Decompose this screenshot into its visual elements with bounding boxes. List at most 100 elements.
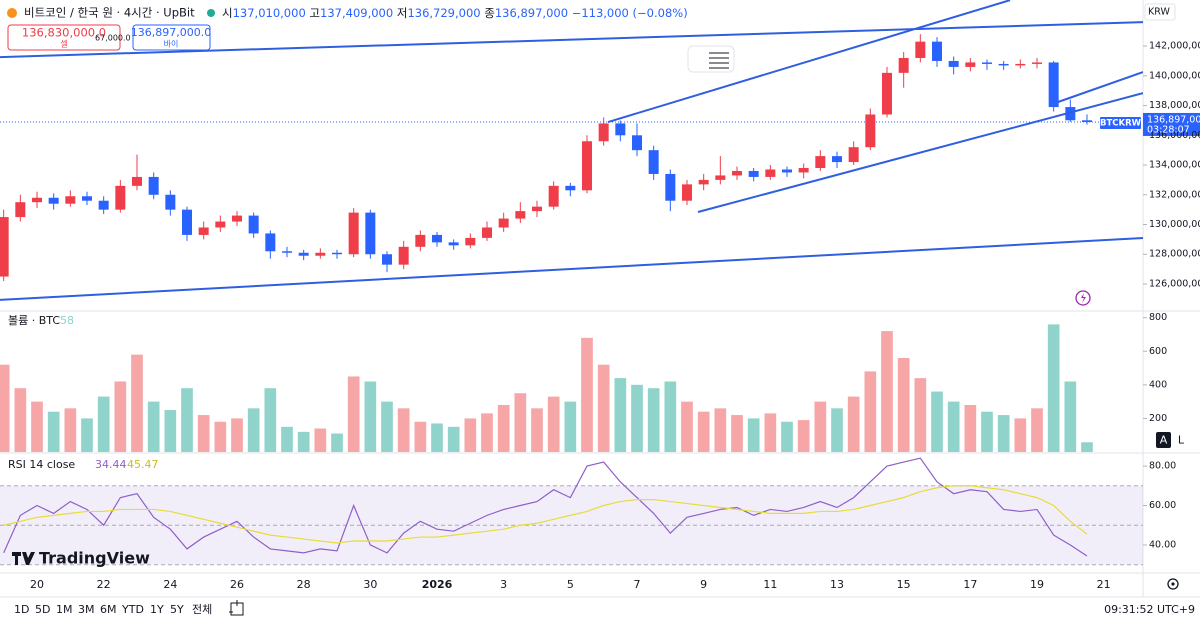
volume-bar [514, 393, 527, 452]
volume-bar [431, 423, 443, 452]
y-tick-label: 600 [1149, 346, 1167, 357]
settings-glyph [1171, 582, 1175, 586]
currency: KRW [1148, 7, 1170, 18]
candle-body [1032, 62, 1042, 64]
symbol-title: 비트코인 / 한국 원 · 4시간 · UpBit [24, 6, 195, 20]
candle-body [365, 212, 376, 255]
x-tick-label: 3 [500, 578, 507, 591]
volume-bar [881, 331, 893, 452]
buy-button[interactable] [132, 24, 211, 51]
candle-body [665, 173, 676, 201]
currency-box[interactable] [1144, 3, 1176, 21]
range-button[interactable]: YTD [121, 603, 144, 616]
volume-bar [914, 378, 927, 452]
candle-body [798, 168, 809, 173]
candle-body [682, 184, 692, 201]
y-tick-label: 142,000,000 [1149, 41, 1200, 52]
buy-price: 136,897,000.0 [131, 26, 211, 39]
candle-body [32, 197, 42, 203]
trendline [0, 21, 1143, 59]
candle-body [598, 123, 609, 142]
candle-body [465, 237, 476, 246]
volume-bar [147, 401, 160, 452]
range-button[interactable]: 전체 [192, 603, 212, 616]
sell-label: 셀 [60, 39, 67, 49]
candle-body [765, 169, 776, 177]
volume-bar [997, 415, 1010, 452]
range-button[interactable]: 5Y [170, 603, 184, 616]
log-scale-label[interactable]: L [1178, 434, 1185, 447]
volume-bar [897, 357, 910, 452]
volume-bar [964, 404, 977, 452]
y-tick-label: 140,000,000 [1149, 70, 1200, 81]
volume-bar [314, 428, 327, 452]
auto-scale-button[interactable] [1156, 432, 1171, 448]
candle-body [548, 185, 559, 207]
x-tick-label: 24 [163, 578, 177, 591]
candle-body [448, 242, 459, 246]
candle-body [232, 215, 242, 222]
range-button[interactable]: 3M [78, 603, 95, 616]
candle-body [898, 57, 909, 73]
volume-bar [781, 421, 793, 452]
y-tick-label: 132,000,000 [1149, 189, 1200, 200]
alert-icon[interactable] [1075, 290, 1091, 306]
last-price-label: 136,897,000 [1147, 114, 1200, 125]
candle-body [248, 215, 259, 234]
candle-body [748, 170, 759, 177]
volume-bar [164, 410, 177, 452]
spread: 67,000.0 [95, 34, 131, 43]
candle-body [998, 63, 1009, 66]
volume-bar [181, 388, 193, 452]
range-button[interactable]: 5D [35, 603, 50, 616]
volume-bar [97, 396, 110, 452]
volume-bar [531, 408, 543, 452]
volume-bar [731, 415, 743, 452]
x-tick-label: 9 [700, 578, 707, 591]
y-tick-label: 128,000,000 [1149, 249, 1200, 260]
volume-bar [947, 401, 960, 452]
x-tick-label: 2026 [422, 578, 453, 591]
candle-body [115, 185, 126, 210]
ohlc-value: 136,897,000 [495, 6, 568, 20]
volume-bar [231, 418, 243, 452]
volume-bar [397, 408, 410, 452]
rsi-legend-value: 45.47 [127, 458, 159, 471]
date-range-icon[interactable] [229, 600, 244, 616]
volume-bar [681, 401, 693, 452]
x-tick-label: 22 [97, 578, 111, 591]
volume-bar [747, 418, 760, 452]
volume-bar [564, 401, 577, 452]
volume-bar [347, 376, 360, 452]
rsi-title: RSI 14 close [8, 458, 75, 471]
volume-bar [1014, 418, 1027, 452]
auto-scale-label: A [1160, 434, 1168, 447]
volume-bar [1047, 324, 1060, 452]
candle-body [532, 206, 542, 212]
candle-body [215, 221, 226, 228]
settings-icon[interactable] [1167, 578, 1179, 590]
range-button[interactable]: 1D [14, 603, 29, 616]
candle-body [615, 123, 626, 136]
candle-body [815, 156, 826, 169]
x-tick-label: 13 [830, 578, 844, 591]
candle-body [882, 72, 892, 115]
volume-bar [664, 381, 677, 452]
candle-body [0, 217, 9, 277]
volume-bar [647, 388, 660, 452]
range-button[interactable]: 1M [56, 603, 73, 616]
candle-body [198, 227, 209, 235]
ohlc-label: 고 [309, 6, 320, 20]
range-button[interactable]: 6M [100, 603, 117, 616]
ohlc-legend: 시137,010,000 고137,409,000 저136,729,000 종… [222, 6, 688, 20]
y-tick-label: 400 [1149, 379, 1167, 390]
logo: TradingView [39, 549, 150, 568]
sell-button[interactable] [7, 24, 121, 51]
candle-body [865, 114, 876, 148]
candle-body [132, 176, 142, 186]
trendline [1057, 71, 1143, 103]
range-button[interactable]: 1Y [150, 603, 164, 616]
